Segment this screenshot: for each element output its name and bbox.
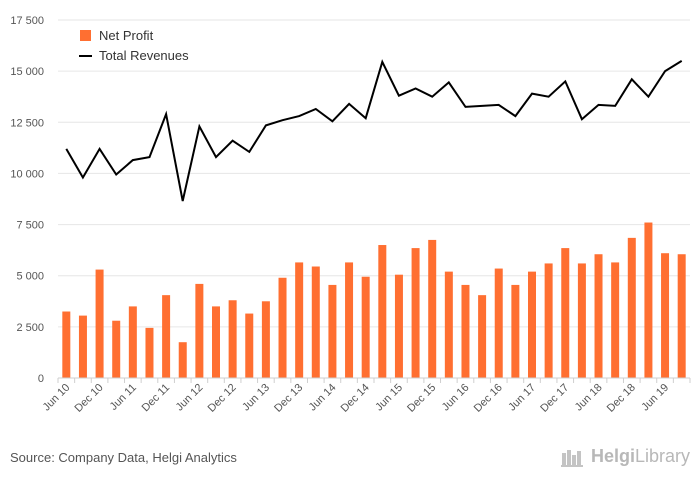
net-profit-bar	[428, 239, 437, 378]
net-profit-bar	[112, 320, 121, 378]
net-profit-bar	[212, 306, 220, 378]
x-tick-label: Jun 15	[373, 382, 405, 414]
net-profit-bar	[544, 263, 553, 378]
x-tick-label: Dec 12	[206, 382, 239, 415]
x-axis: Jun 10 Dec 10 Jun 11 Dec 11 Jun 12 Dec 12 Jun …	[41, 377, 691, 415]
net-profit-bar	[62, 311, 71, 378]
y-tick-label: 0	[38, 373, 44, 385]
net-profit-bar	[478, 295, 487, 378]
x-tick-label: Dec 17	[538, 382, 571, 415]
net-profit-bar	[528, 271, 536, 378]
net-profit-bar	[594, 254, 603, 378]
y-tick-label: 12 500	[10, 117, 44, 129]
net-profit-bar	[178, 342, 187, 378]
net-profit-bar	[627, 237, 636, 378]
net-profit-bar	[261, 301, 270, 378]
chart: 0 2 500 5 000 7 500 10 000 12 500 15 000 17 500…	[10, 15, 691, 415]
y-tick-label: 10 000	[10, 168, 44, 180]
x-tick-label: Jun 11	[108, 382, 139, 413]
y-tick-label: 5 000	[16, 271, 44, 283]
x-tick-label: Dec 15	[405, 382, 438, 415]
net-profit-bar	[444, 271, 453, 378]
net-profit-bar	[311, 266, 320, 378]
net-profit-bar	[245, 313, 254, 378]
net-profit-bar	[561, 248, 570, 378]
net-profit-bar	[78, 315, 87, 378]
legend: Net Profit Total Revenues	[79, 28, 189, 63]
net-profit-bar	[145, 327, 154, 378]
x-tick-label: Jun 10	[41, 382, 73, 414]
legend-swatch-net-profit	[80, 30, 91, 41]
legend-label-total-revenues: Total Revenues	[99, 48, 189, 63]
x-tick-label: Jun 13	[240, 382, 272, 414]
net-profit-bar	[661, 253, 670, 378]
bookshelf-icon	[560, 449, 583, 467]
x-tick-label: Jun 16	[440, 382, 472, 414]
net-profit-bar	[378, 245, 387, 378]
net-profit-bar	[95, 269, 104, 378]
x-tick-label: Jun 14	[307, 382, 339, 414]
net-profit-bar	[394, 274, 403, 378]
net-profit-bar	[162, 295, 171, 378]
total-revenues-line	[65, 59, 683, 202]
x-tick-label: Jun 12	[174, 382, 206, 414]
x-tick-label: Jun 18	[573, 382, 605, 414]
x-tick-label: Jun 19	[639, 382, 671, 414]
x-tick-label: Dec 18	[605, 382, 638, 415]
x-tick-label: Dec 11	[140, 382, 173, 415]
revenue-line-layer	[65, 59, 683, 202]
net-profit-bar	[361, 276, 370, 378]
x-tick-label: Dec 14	[339, 382, 372, 415]
net-profit-bar	[511, 284, 520, 378]
x-tick-label: Dec 16	[472, 382, 505, 415]
y-tick-label: 2 500	[16, 322, 44, 334]
legend-label-net-profit: Net Profit	[99, 28, 154, 43]
y-tick-label: 17 500	[10, 15, 44, 27]
x-tick-label: Jun 17	[506, 382, 538, 414]
net-profit-bar	[644, 222, 653, 378]
net-profit-bar	[461, 284, 470, 378]
net-profit-bar	[494, 268, 503, 378]
source-note: Source: Company Data, Helgi Analytics	[10, 450, 237, 465]
net-profit-bar	[411, 248, 420, 378]
net-profit-bar	[611, 262, 620, 378]
y-axis-ticks: 0 2 500 5 000 7 500 10 000 12 500 15 000 17 500	[10, 15, 44, 385]
x-tick-label: Dec 10	[73, 382, 106, 415]
net-profit-bar	[228, 300, 237, 378]
net-profit-bar	[345, 262, 354, 378]
net-profit-bar	[677, 254, 686, 378]
net-profit-bar	[278, 277, 287, 378]
net-profit-bars	[62, 222, 686, 378]
y-tick-label: 7 500	[16, 220, 44, 232]
net-profit-bar	[295, 262, 304, 378]
brand-name-rest: Library	[634, 446, 690, 466]
net-profit-bar	[195, 283, 204, 378]
y-tick-label: 15 000	[10, 66, 44, 78]
x-tick-label: Dec 13	[272, 382, 305, 415]
net-profit-bar	[128, 306, 137, 378]
net-profit-bar	[328, 284, 337, 378]
brand-logo: HelgiLibrary	[560, 446, 690, 467]
net-profit-bar	[577, 263, 586, 378]
brand-name-bold: Helgi	[590, 446, 635, 466]
